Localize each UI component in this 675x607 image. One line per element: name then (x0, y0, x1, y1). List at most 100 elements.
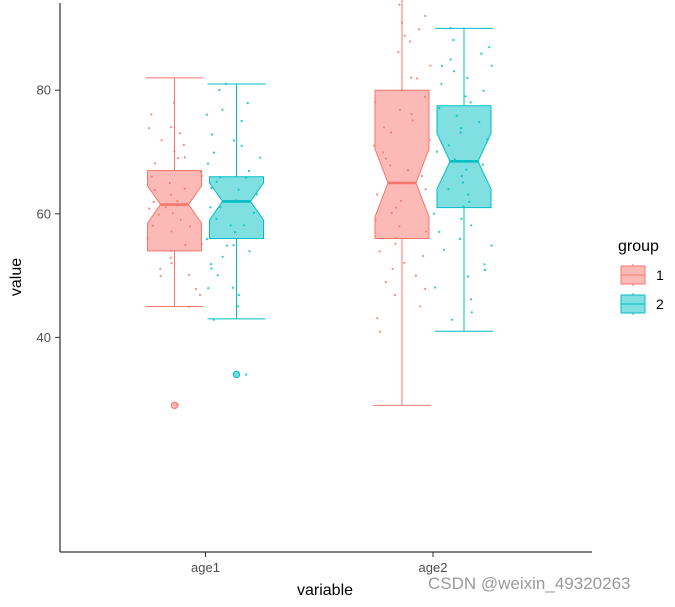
jitter-point (210, 186, 213, 190)
jitter-point (212, 151, 216, 154)
jitter-point (467, 275, 470, 278)
jitter-point (200, 174, 203, 178)
jitter-point (256, 193, 259, 196)
jitter-point (459, 127, 463, 130)
legend-entry-2: 2 (620, 293, 664, 315)
jitter-point (453, 158, 456, 161)
jitter-point (170, 230, 173, 233)
jitter-point (179, 218, 182, 221)
jitter-point (393, 294, 396, 297)
jitter-point (173, 150, 176, 153)
jitter-point (231, 286, 234, 289)
jitter-point (490, 244, 493, 247)
jitter-point (234, 231, 237, 234)
jitter-point (199, 170, 202, 173)
jitter-point (245, 176, 248, 179)
jitter-point (488, 46, 491, 49)
box-group-age1-group-2 (207, 83, 266, 379)
jitter-points-age1-group-1 (146, 101, 203, 406)
jitter-points-age1-group-2 (205, 82, 262, 376)
jitter-point (183, 187, 186, 190)
jitter-point (455, 114, 458, 117)
y-axis-title: value (8, 258, 25, 296)
jitter-point (382, 126, 386, 129)
jitter-point (384, 157, 388, 160)
jitter-point (466, 76, 469, 80)
jitter-point (164, 206, 167, 209)
jitter-point (199, 293, 202, 296)
jitter-point (159, 267, 162, 270)
jitter-point (384, 281, 387, 284)
jitter-point (486, 138, 489, 141)
jitter-point (240, 119, 243, 123)
jitter-point (440, 64, 443, 67)
notched-box (374, 89, 430, 239)
jitter-point (194, 287, 198, 291)
jitter-point (400, 21, 403, 24)
jitter-point (470, 224, 473, 227)
jitter-point (465, 168, 468, 171)
jitter-point (224, 82, 227, 85)
jitter-point (397, 51, 400, 54)
jitter-point (247, 169, 250, 173)
jitter-point (205, 113, 208, 116)
jitter-point (403, 261, 406, 264)
jitter-point (428, 138, 431, 141)
jitter-point (410, 113, 413, 116)
jitter-point (452, 38, 455, 42)
jitter-point (146, 237, 149, 240)
jitter-point (409, 40, 412, 43)
jitter-point (188, 273, 191, 276)
jitter-point (467, 193, 470, 196)
box-group-age1-group-1 (145, 77, 204, 410)
jitter-point (432, 212, 436, 215)
jitter-point (483, 268, 486, 272)
jitter-point (150, 175, 153, 178)
x-tick-label: age2 (419, 560, 448, 575)
jitter-point (410, 76, 413, 79)
jitter-point (480, 52, 483, 55)
jitter-point (469, 101, 472, 104)
jitter-point (460, 174, 463, 178)
jitter-point (218, 88, 221, 92)
box-group-age2-group-1 (373, 0, 431, 406)
jitter-point (237, 293, 240, 297)
jitter-point (246, 102, 249, 105)
jitter-point (389, 164, 392, 167)
jitter-point (418, 28, 421, 31)
jitter-point (235, 199, 238, 202)
jitter-point (232, 244, 235, 247)
jitter-point (176, 200, 179, 203)
jitter-point (248, 250, 251, 253)
jitter-point (374, 219, 377, 222)
jitter-point (447, 188, 450, 191)
x-axis-ticks: age1 age2 (191, 552, 447, 575)
jitter-point (394, 242, 397, 245)
jitter-point (461, 181, 465, 184)
jitter-point (177, 157, 180, 160)
jitter-point (169, 249, 172, 252)
jitter-point (395, 206, 398, 209)
y-tick-label: 60 (37, 206, 51, 221)
jitter-point (447, 144, 450, 147)
y-tick-label: 80 (37, 83, 51, 98)
jitter-point (452, 70, 456, 73)
x-axis-title: variable (297, 582, 353, 599)
jitter-point (207, 287, 210, 290)
jitter-point (184, 243, 187, 247)
jitter-point (424, 287, 427, 290)
jitter-point (169, 256, 172, 259)
jitter-point (229, 224, 232, 227)
watermark: CSDN @weixin_49320263 (428, 574, 630, 593)
jitter-point (391, 181, 394, 184)
jitter-point (183, 156, 186, 159)
jitter-point (403, 34, 406, 37)
jitter-point (210, 133, 213, 136)
jitter-point (442, 248, 446, 251)
jitter-point (188, 305, 191, 308)
jitter-point (205, 238, 209, 241)
jitter-point (391, 267, 394, 270)
notched-box (209, 176, 264, 239)
jitter-point (459, 131, 462, 134)
